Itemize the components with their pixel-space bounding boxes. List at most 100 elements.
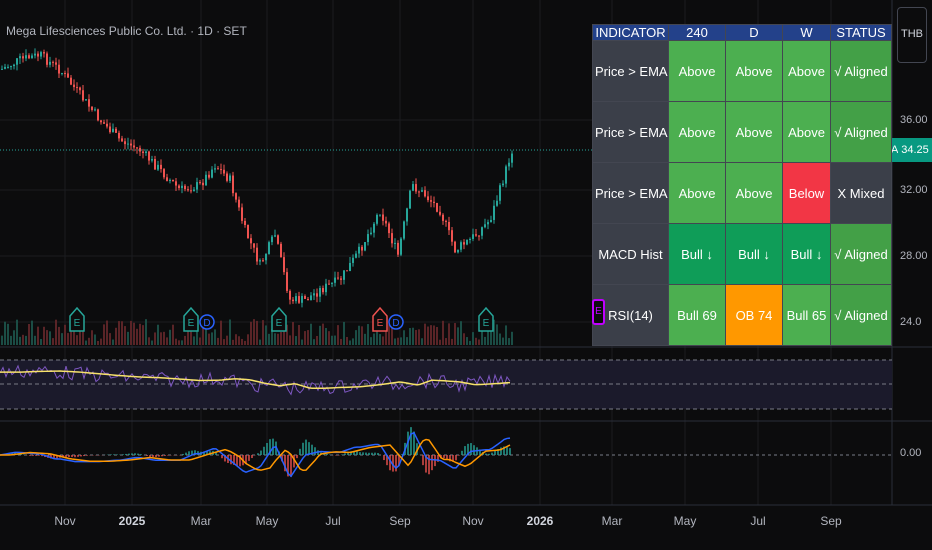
x-tick-jul-2: Jul (750, 514, 766, 528)
candle-body (280, 243, 282, 258)
macd-hist-bar (221, 455, 223, 459)
macd-hist-bar (68, 455, 70, 458)
volume-bar (64, 324, 66, 345)
candle-body (406, 208, 408, 222)
macd-hist-bar (77, 455, 79, 457)
macd-hist-bar (485, 453, 487, 455)
candle-body (244, 220, 246, 226)
candle-body (37, 53, 39, 57)
volume-bar (268, 333, 270, 345)
volume-bar (85, 340, 87, 345)
candle-body (376, 214, 378, 224)
candle-body (367, 234, 369, 243)
volume-bar (502, 337, 504, 345)
macd-hist-bar (479, 449, 481, 455)
candle-body (139, 147, 141, 152)
macd-hist-bar (410, 427, 412, 455)
volume-bar (439, 339, 441, 345)
macd-hist-bar (191, 450, 193, 455)
candle-body (385, 220, 387, 224)
candle-body (190, 190, 192, 192)
marker-label: E (74, 318, 81, 329)
macd-hist-bar (116, 454, 118, 455)
timeframe-cell: Above (668, 101, 726, 163)
volume-bar (469, 340, 471, 345)
macd-hist-bar (83, 455, 85, 457)
candle-body (511, 153, 513, 163)
volume-bar (10, 335, 12, 345)
candle-body (250, 238, 252, 244)
dividend-marker[interactable]: D (199, 314, 215, 330)
candle-body (175, 181, 177, 186)
volume-bar (472, 332, 474, 345)
candle-body (166, 177, 168, 181)
currency-button[interactable]: THB (897, 7, 927, 63)
earnings-marker[interactable]: E (69, 306, 85, 332)
volume-bar (160, 332, 162, 345)
candle-body (292, 299, 294, 302)
candle-body (121, 138, 123, 142)
macd-hist-bar (497, 448, 499, 455)
volume-bar (61, 333, 63, 345)
volume-bar (163, 331, 165, 345)
status-cell: √ Aligned (830, 284, 892, 346)
volume-bar (436, 326, 438, 345)
timeframe-cell: Below (782, 162, 831, 224)
earnings-marker[interactable]: E (478, 306, 494, 332)
candle-body (397, 242, 399, 255)
candle-body (43, 52, 45, 54)
volume-bar (328, 331, 330, 345)
volume-bar (259, 339, 261, 345)
volume-bar (289, 335, 291, 345)
volume-bar (316, 335, 318, 345)
macd-hist-bar (305, 439, 307, 455)
macd-hist-bar (161, 455, 163, 457)
indicator-earnings-badge[interactable]: E (592, 299, 605, 325)
volume-bar (235, 334, 237, 345)
macd-hist-bar (224, 455, 226, 462)
volume-bar (250, 321, 252, 345)
earnings-marker[interactable]: E (183, 306, 199, 332)
macd-hist-bar (449, 455, 451, 462)
volume-bar (34, 335, 36, 345)
candle-body (493, 205, 495, 220)
volume-bar (49, 331, 51, 345)
volume-bar (238, 336, 240, 345)
macd-hist-bar (398, 455, 400, 466)
volume-bar (217, 337, 219, 345)
x-tick-mar: Mar (190, 514, 212, 528)
macd-hist-bar (8, 453, 10, 455)
macd-hist-bar (281, 455, 283, 462)
candle-body (61, 73, 63, 75)
volume-bar (292, 321, 294, 345)
macd-hist-bar (308, 442, 310, 455)
earnings-marker[interactable]: E (372, 306, 388, 332)
dividend-marker[interactable]: D (388, 314, 404, 330)
macd-hist-bar (146, 455, 148, 456)
candle-body (505, 166, 507, 184)
candle-body (403, 221, 405, 239)
volume-bar (319, 325, 321, 345)
candle-body (262, 260, 264, 262)
symbol-title: Mega Lifesciences Public Co. Ltd. · 1D ·… (6, 24, 247, 38)
candle-body (442, 214, 444, 221)
macd-hist-bar (236, 455, 238, 466)
earnings-marker[interactable]: E (271, 306, 287, 332)
candle-body (94, 109, 96, 111)
candle-body (205, 174, 207, 186)
x-tick-mar-2: Mar (601, 514, 623, 528)
volume-bar (427, 326, 429, 345)
timeframe-cell: Above (782, 101, 831, 163)
candle-body (337, 277, 339, 279)
candle-body (85, 99, 87, 101)
candle-body (316, 293, 318, 297)
volume-bar (223, 339, 225, 345)
candle-body (106, 123, 108, 127)
macd-hist-bar (215, 451, 217, 455)
candle-body (58, 64, 60, 74)
macd-hist-bar (302, 442, 304, 455)
header-indicator: INDICATOR (592, 24, 669, 41)
timeframe-cell: Bull ↓ (725, 223, 783, 285)
volume-bar (118, 321, 120, 345)
header-d: D (725, 24, 783, 41)
